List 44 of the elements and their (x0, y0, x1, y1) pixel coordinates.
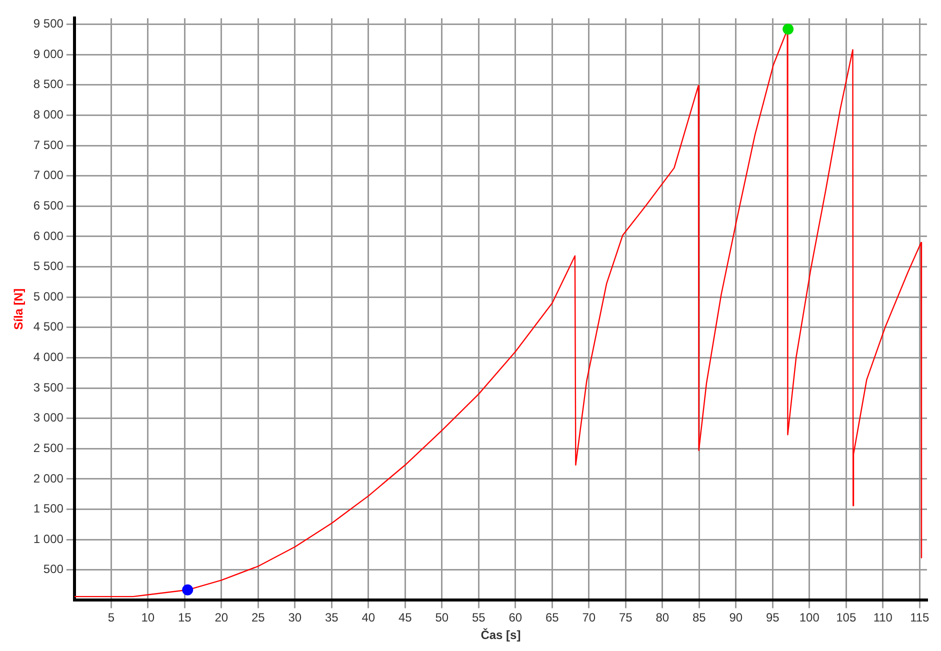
x-tick-label: 75 (618, 610, 633, 625)
x-tick-label: 20 (214, 610, 228, 625)
x-tick-label: 80 (656, 610, 670, 625)
x-tick-label: 70 (582, 610, 596, 625)
y-tick-label: 6 500 (33, 198, 64, 212)
x-tick-label: 30 (288, 610, 302, 625)
x-tick-label: 15 (178, 610, 192, 625)
y-tick-label: 7 000 (33, 168, 64, 182)
x-tick-label: 95 (766, 610, 780, 625)
y-tick-label: 4 000 (33, 350, 64, 364)
y-tick-label: 6 000 (33, 228, 64, 243)
x-tick-label: 115 (910, 610, 930, 625)
y-tick-label: 7 500 (33, 138, 64, 152)
y-tick-label: 4 500 (33, 320, 64, 334)
y-axis-title: Síla [N] (12, 288, 26, 330)
y-tick-label: 2 500 (33, 440, 64, 455)
x-tick-label: 100 (799, 610, 820, 625)
x-tick-label: 5 (108, 610, 115, 625)
x-tick-label: 85 (692, 610, 706, 625)
x-tick-label: 25 (251, 610, 266, 625)
x-tick-label: 60 (508, 610, 522, 625)
x-tick-label: 50 (435, 610, 449, 625)
y-tick-label: 1 000 (33, 532, 64, 546)
x-tick-label: 110 (873, 610, 893, 625)
y-tick-label: 8 500 (33, 77, 64, 92)
y-tick-label: 5 500 (33, 259, 64, 274)
y-tick-label: 500 (43, 562, 64, 576)
x-tick-label: 40 (362, 610, 376, 625)
y-tick-label: 3 500 (33, 380, 64, 394)
y-tick-label: 8 000 (33, 108, 64, 122)
y-tick-label: 1 500 (33, 502, 64, 516)
y-tick-label: 3 000 (33, 410, 64, 425)
x-tick-label: 35 (324, 610, 339, 625)
x-tick-label: 105 (836, 610, 856, 625)
x-tick-label: 45 (398, 610, 412, 625)
x-tick-label: 65 (545, 610, 560, 625)
y-tick-label: 2 000 (33, 471, 64, 486)
x-tick-label: 10 (141, 610, 155, 625)
x-tick-label: 55 (472, 610, 486, 625)
x-axis-title: Čas [s] (480, 628, 521, 642)
y-tick-label: 5 000 (33, 289, 64, 304)
y-tick-label: 9 000 (33, 46, 64, 61)
y-tick-label: 9 500 (33, 16, 64, 31)
x-tick-label: 90 (729, 610, 743, 625)
